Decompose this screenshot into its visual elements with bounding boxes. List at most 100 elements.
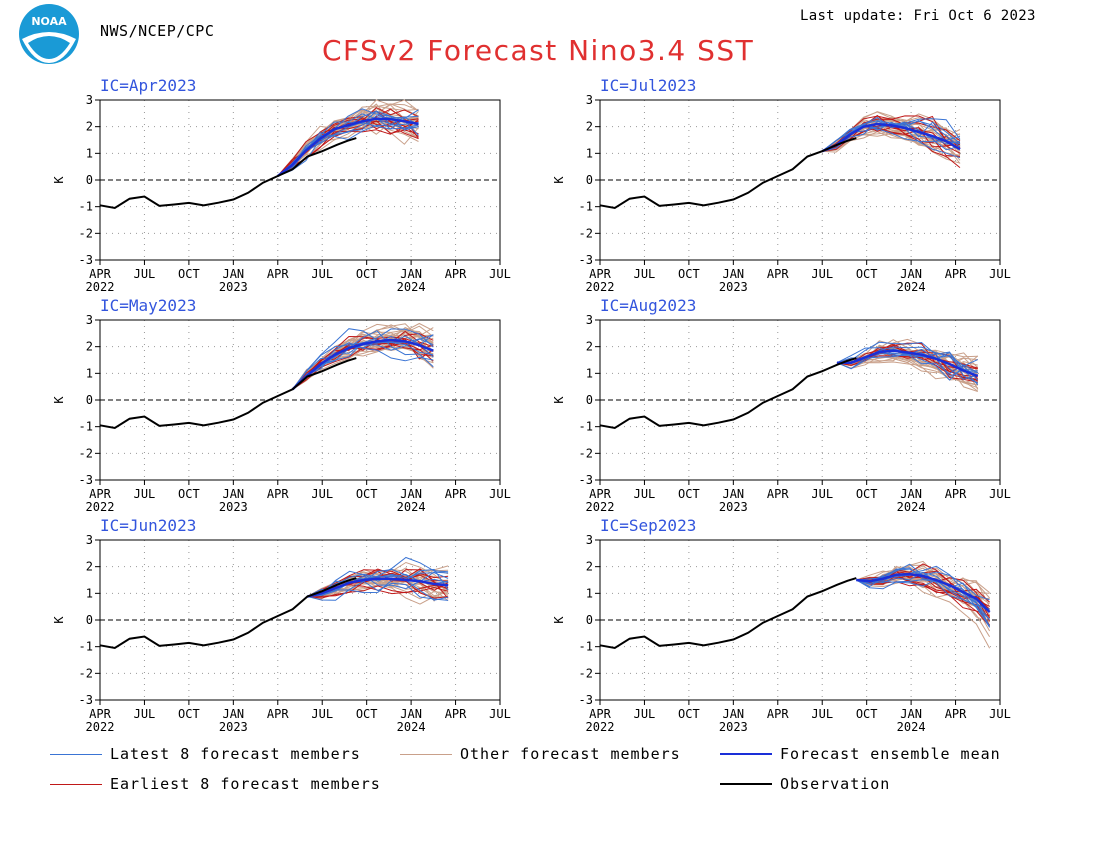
- x-tick-label: APR: [767, 707, 789, 721]
- y-tick-label: 0: [86, 393, 93, 407]
- panel-ic-jul2023: -3 -2 -1 0 1 2 3 APR JUL OCT JAN APR JUL OCT JAN APR JUL…: [552, 76, 1011, 294]
- ensemble-mean-line: [277, 117, 419, 177]
- y-axis-label: K: [52, 616, 66, 624]
- x-tick-label: JAN: [900, 267, 922, 281]
- noaa-logo-wave-inner: [28, 36, 70, 59]
- y-tick-label: 3: [86, 313, 93, 327]
- ensemble-mean-line: [291, 338, 434, 391]
- x-tick-label: APR: [267, 487, 289, 501]
- observation-line: [99, 357, 357, 430]
- y-tick-label: -1: [579, 640, 593, 654]
- x-tick-label: OCT: [856, 267, 878, 281]
- y-tick-label: -2: [579, 666, 593, 680]
- x-tick-label: OCT: [678, 267, 700, 281]
- x-tick-label: JUL: [489, 487, 511, 501]
- y-tick-label: 0: [586, 613, 593, 627]
- latest-member-line: [856, 579, 990, 613]
- ensemble-mean-line: [307, 577, 449, 598]
- x-tick-label: JUL: [489, 267, 511, 281]
- x-tick-label: APR: [267, 707, 289, 721]
- latest-member-line: [821, 116, 961, 152]
- y-tick-label: 2: [86, 560, 93, 574]
- year-label: 2023: [719, 280, 748, 294]
- x-tick-label: JUL: [134, 267, 156, 281]
- y-tick-label: -3: [579, 473, 593, 487]
- chart-title: CFSv2 Forecast Nino3.4 SST: [322, 34, 755, 67]
- x-tick-label: JUL: [634, 487, 656, 501]
- ensemble-mean-line: [856, 572, 991, 613]
- x-tick-label: JUL: [811, 267, 833, 281]
- year-label: 2023: [719, 720, 748, 734]
- x-tick-label: OCT: [178, 267, 200, 281]
- y-axis-label: K: [552, 616, 566, 624]
- x-tick-label: OCT: [356, 267, 378, 281]
- y-axis-label: K: [552, 176, 566, 184]
- y-tick-label: -1: [579, 200, 593, 214]
- panel-ic-label: IC=Sep2023: [600, 516, 696, 535]
- y-tick-label: -2: [79, 446, 93, 460]
- year-label: 2023: [219, 280, 248, 294]
- x-tick-label: APR: [589, 487, 611, 501]
- y-tick-label: -2: [79, 666, 93, 680]
- latest-member-line: [307, 580, 449, 601]
- x-tick-label: APR: [89, 707, 111, 721]
- x-tick-label: OCT: [178, 487, 200, 501]
- year-label: 2022: [586, 500, 615, 514]
- last-update: Last update: Fri Oct 6 2023: [800, 8, 1036, 24]
- x-tick-label: APR: [945, 707, 967, 721]
- latest-member-line: [836, 341, 978, 380]
- x-tick-label: JAN: [900, 707, 922, 721]
- year-label: 2022: [86, 720, 115, 734]
- x-tick-label: APR: [89, 267, 111, 281]
- x-tick-label: APR: [589, 267, 611, 281]
- y-tick-label: -2: [579, 446, 593, 460]
- legend-swatch: [720, 753, 772, 755]
- x-tick-label: APR: [89, 487, 111, 501]
- year-label: 2022: [86, 500, 115, 514]
- legend-label: Earliest 8 forecast members: [110, 775, 381, 793]
- x-tick-label: JUL: [634, 707, 656, 721]
- legend-label: Forecast ensemble mean: [780, 745, 1001, 763]
- y-axis-label: K: [52, 176, 66, 184]
- y-tick-label: 1: [86, 586, 93, 600]
- panel-ic-apr2023: -3 -2 -1 0 1 2 3 APR JUL OCT JAN APR JUL OCT JAN APR JUL…: [52, 76, 511, 294]
- x-tick-label: JAN: [222, 267, 244, 281]
- x-tick-label: JAN: [722, 487, 744, 501]
- y-tick-label: 3: [586, 533, 593, 547]
- year-label: 2024: [897, 720, 926, 734]
- y-tick-label: 2: [86, 340, 93, 354]
- y-tick-label: -3: [79, 253, 93, 267]
- x-tick-label: APR: [767, 487, 789, 501]
- x-tick-label: OCT: [856, 487, 878, 501]
- observation-line: [599, 137, 857, 210]
- x-tick-label: JUL: [311, 267, 333, 281]
- y-tick-label: 2: [586, 340, 593, 354]
- legend-label: Observation: [780, 775, 891, 793]
- y-tick-label: -3: [579, 253, 593, 267]
- panel-ic-sep2023: -3 -2 -1 0 1 2 3 APR JUL OCT JAN APR JUL OCT JAN APR JUL…: [552, 516, 1011, 734]
- earliest-member-line: [307, 584, 449, 599]
- y-tick-label: -1: [79, 640, 93, 654]
- x-tick-label: JUL: [311, 487, 333, 501]
- noaa-logo: NOAA: [18, 3, 80, 69]
- y-axis-label: K: [52, 396, 66, 404]
- y-tick-label: -3: [79, 693, 93, 707]
- x-tick-label: JAN: [222, 707, 244, 721]
- x-tick-label: APR: [589, 707, 611, 721]
- latest-member-line: [292, 335, 434, 390]
- x-tick-label: JUL: [811, 487, 833, 501]
- agency-label: NWS/NCEP/CPC: [100, 22, 215, 40]
- noaa-logo-text: NOAA: [31, 15, 67, 28]
- x-tick-label: JAN: [722, 267, 744, 281]
- y-tick-label: 1: [586, 586, 593, 600]
- year-label: 2022: [86, 280, 115, 294]
- y-tick-label: 0: [86, 613, 93, 627]
- y-tick-label: 2: [86, 120, 93, 134]
- x-tick-label: OCT: [356, 707, 378, 721]
- x-tick-label: JAN: [400, 487, 422, 501]
- earliest-member-line: [856, 575, 990, 603]
- ensemble-mean-line: [837, 349, 979, 378]
- other-member-line: [292, 325, 434, 390]
- latest-member-line: [836, 346, 978, 373]
